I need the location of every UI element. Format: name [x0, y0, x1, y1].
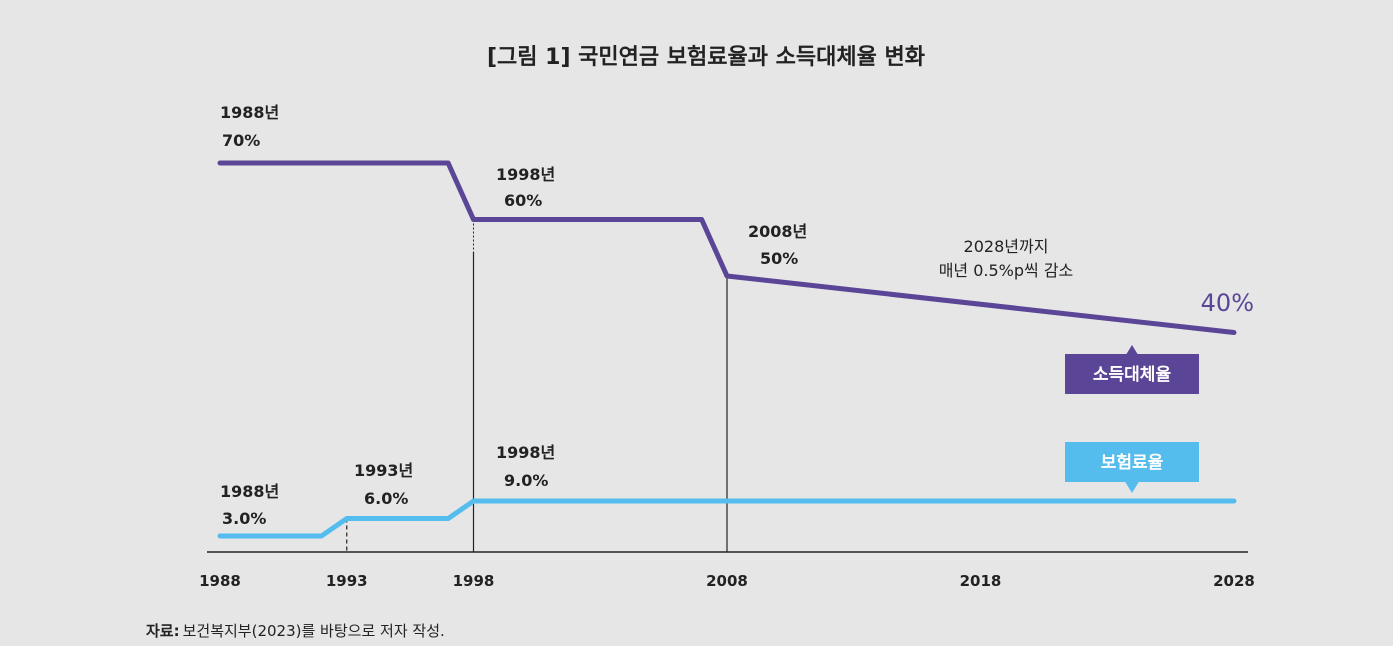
chart-title: [그림 1] 국민연금 보험료율과 소득대체율 변화	[487, 44, 925, 70]
label-r2008-value: 50%	[760, 249, 798, 268]
x-tick-label: 1998	[453, 572, 495, 590]
source-text: 보건복지부(2023)를 바탕으로 저자 작성.	[183, 622, 445, 640]
label-r1998-year: 1998년	[496, 165, 555, 184]
x-tick-label: 2018	[960, 572, 1002, 590]
label-p1993-year: 1993년	[354, 461, 413, 480]
label-r2028-line1: 2028년까지	[964, 237, 1049, 256]
x-tick-label: 1988	[199, 572, 241, 590]
legend-contribution-rate: 보험료율	[1065, 442, 1199, 493]
legend-replacement-rate: 소득대체율	[1065, 345, 1199, 394]
label-r1988-year: 1988년	[220, 103, 279, 122]
x-tick-label: 2028	[1213, 572, 1255, 590]
label-p1988-value: 3.0%	[222, 509, 266, 528]
label-r-end: 40%	[1201, 289, 1254, 317]
legend-replacement-rate-label: 소득대체율	[1093, 365, 1172, 385]
label-r2008-year: 2008년	[748, 222, 807, 241]
label-r1988-value: 70%	[222, 131, 260, 150]
x-tick-label: 2008	[706, 572, 748, 590]
label-p1998-year: 1998년	[496, 443, 555, 462]
source-label: 자료:	[146, 622, 180, 640]
x-tick-label: 1993	[326, 572, 368, 590]
label-r1998-value: 60%	[504, 191, 542, 210]
label-r2028-line2: 매년 0.5%p씩 감소	[939, 261, 1074, 280]
label-p1998-value: 9.0%	[504, 471, 548, 490]
label-p1993-value: 6.0%	[364, 489, 408, 508]
legend-contribution-rate-label: 보험료율	[1101, 452, 1164, 473]
label-p1988-year: 1988년	[220, 482, 279, 501]
series-replacement-rate-line	[217, 160, 1237, 335]
series-contribution-rate-line	[217, 498, 1237, 539]
source-note: 자료: 보건복지부(2023)를 바탕으로 저자 작성.	[146, 622, 445, 640]
